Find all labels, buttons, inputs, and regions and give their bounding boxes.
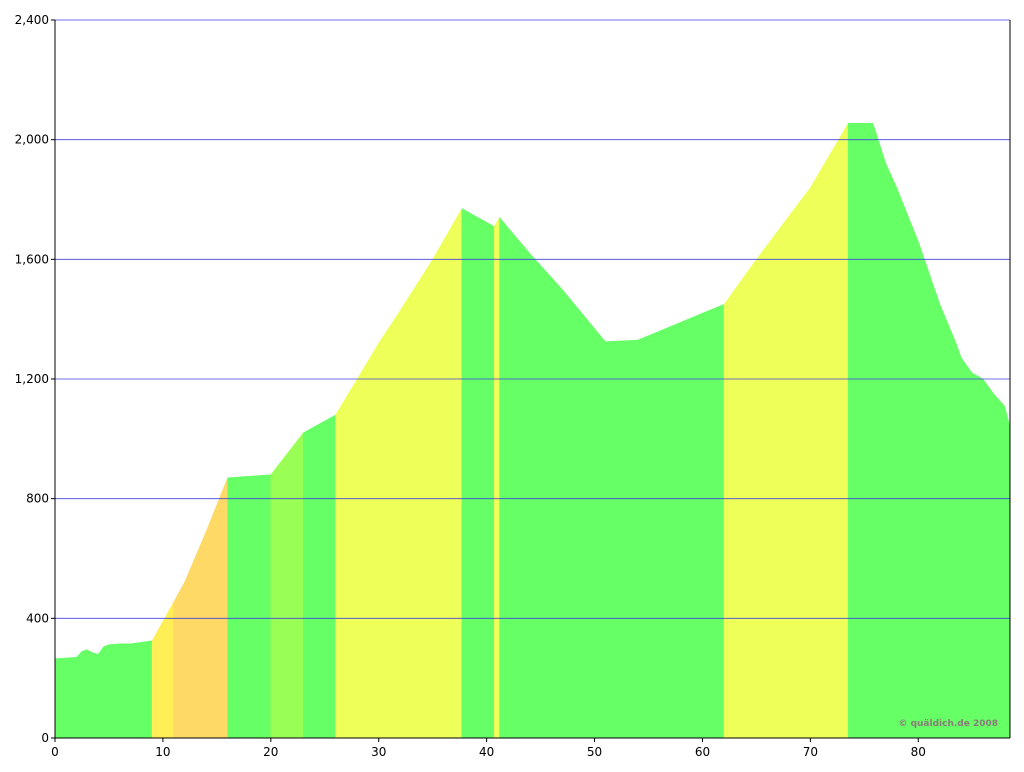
elevation-segment xyxy=(499,216,725,739)
y-tick-label: 2,400 xyxy=(15,13,49,27)
x-tick-label: 0 xyxy=(51,745,59,759)
elevation-segment xyxy=(493,216,500,739)
elevation-segment xyxy=(54,640,153,739)
y-tick-label: 400 xyxy=(26,611,49,625)
area-layer xyxy=(54,122,1011,739)
elevation-segment xyxy=(302,414,336,739)
axes-layer: 0 400 800 1,200 1,600 2,000 2,400 0 10 20 30 40 50 60… xyxy=(15,13,1011,759)
y-tick-label: 0 xyxy=(41,731,49,745)
elevation-segment xyxy=(847,122,1011,739)
x-tick-label: 70 xyxy=(803,745,818,759)
y-tick-label: 800 xyxy=(26,492,49,506)
x-tick-label: 20 xyxy=(263,745,278,759)
elevation-segment xyxy=(461,208,495,739)
elevation-segment xyxy=(335,207,463,739)
elevation-segment xyxy=(227,474,272,739)
y-tick-label: 2,000 xyxy=(15,133,49,147)
elevation-segment xyxy=(173,477,228,739)
y-tick-label: 1,600 xyxy=(15,252,49,266)
x-tick-label: 80 xyxy=(911,745,926,759)
elevation-segment xyxy=(270,432,304,739)
elevation-segment xyxy=(151,600,174,739)
x-tick-label: 50 xyxy=(587,745,602,759)
x-tick-label: 60 xyxy=(695,745,710,759)
x-tick-label: 10 xyxy=(155,745,170,759)
elevation-segment xyxy=(723,122,849,739)
y-tick-label: 1,200 xyxy=(15,372,49,386)
x-tick-label: 40 xyxy=(479,745,494,759)
x-tick-label: 30 xyxy=(371,745,386,759)
credit: © quäldich.de 2008 xyxy=(898,719,998,729)
